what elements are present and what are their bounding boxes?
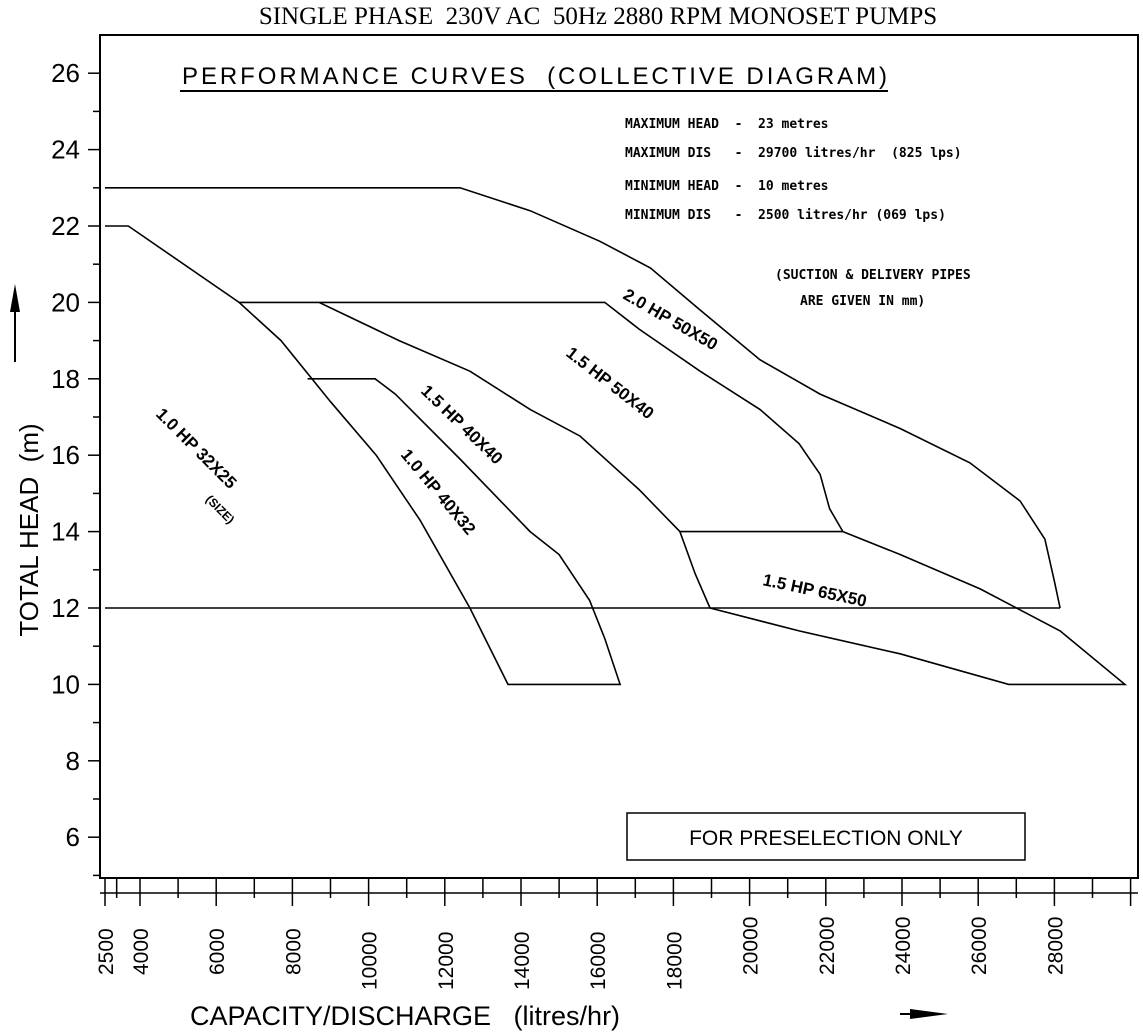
y-tick-label: 10 <box>51 669 80 699</box>
plot-frame <box>99 34 1139 879</box>
y-tick-label: 12 <box>51 593 80 623</box>
x-tick-label: 24000 <box>892 917 915 975</box>
x-tick-label: 26000 <box>968 917 991 975</box>
y-tick-label: 16 <box>51 440 80 470</box>
series-line-1 <box>307 377 622 686</box>
series-line-0 <box>105 225 471 609</box>
x-tick-label: 12000 <box>435 932 458 990</box>
series-line-2 <box>239 301 711 609</box>
y-tick-label: 26 <box>51 58 80 88</box>
label-15hp-50x40: 1.5 HP 50X40 <box>563 343 658 423</box>
x-axis: 2500 4000 6000 8000 10000 12000 14000 16000 1800… <box>95 878 1138 990</box>
info-min-head: MINIMUM HEAD - 10 metres <box>625 179 829 194</box>
x-tick-label: 20000 <box>740 917 763 975</box>
series-line-4 <box>105 187 1061 609</box>
y-tick-label: 8 <box>66 746 80 776</box>
x-tick-label: 16000 <box>587 932 610 990</box>
info-max-dis: MAXIMUM DIS - 29700 litres/hr (825 lps) <box>625 146 962 161</box>
x-tick-label: 2500 <box>95 928 118 975</box>
y-axis-label: TOTAL HEAD (m) <box>14 423 44 636</box>
y-tick-label: 14 <box>51 517 80 547</box>
x-tick-label: 8000 <box>282 928 305 975</box>
disclaimer-text: FOR PRESELECTION ONLY <box>689 827 963 850</box>
note-line1: (SUCTION & DELIVERY PIPES <box>775 268 971 283</box>
y-tick-label: 24 <box>51 135 80 165</box>
x-tick-label: 6000 <box>206 928 229 975</box>
x-tick-label: 22000 <box>816 917 839 975</box>
x-tick-label: 14000 <box>511 932 534 990</box>
x-axis-arrow-icon <box>900 1009 948 1019</box>
y-tick-label: 20 <box>51 287 80 317</box>
label-15hp-65x50: 1.5 HP 65X50 <box>761 570 868 611</box>
chart-subtitle: PERFORMANCE CURVES (COLLECTIVE DIAGRAM) <box>182 63 887 90</box>
x-tick-label: 18000 <box>663 932 686 990</box>
y-axis-arrow-icon <box>10 284 20 362</box>
y-tick-label: 6 <box>66 822 80 852</box>
info-min-dis: MINIMUM DIS - 2500 litres/hr (069 lps) <box>625 208 946 223</box>
info-max-head: MAXIMUM HEAD - 23 metres <box>625 117 829 132</box>
label-1hp-40x32: 1.0 HP 40X32 <box>397 445 479 538</box>
x-tick-label: 28000 <box>1044 917 1067 975</box>
x-tick-label: 4000 <box>130 928 153 975</box>
spec-info: MAXIMUM HEAD - 23 metres MAXIMUM DIS - 2… <box>625 117 971 309</box>
y-axis: 6 8 10 12 14 16 18 20 22 24 26 <box>51 58 100 877</box>
label-size: (SIZE) <box>203 492 237 526</box>
y-tick-label: 18 <box>51 364 80 394</box>
disclaimer-box <box>626 812 1026 861</box>
curves <box>105 187 1128 686</box>
series-line-3 <box>319 301 844 533</box>
label-2hp-50x50: 2.0 HP 50X50 <box>620 285 721 354</box>
chart-title: SINGLE PHASE 230V AC 50Hz 2880 RPM MONOS… <box>259 3 937 30</box>
label-15hp-40x40: 1.5 HP 40X40 <box>417 381 506 468</box>
series-line-5 <box>709 530 1128 686</box>
label-1hp-32x25: 1.0 HP 32X25 <box>152 404 240 492</box>
note-line2: ARE GIVEN IN mm) <box>800 294 925 309</box>
curve-labels: 1.0 HP 32X25 (SIZE) 1.0 HP 40X32 1.5 HP … <box>152 285 868 611</box>
x-tick-label: 10000 <box>359 932 382 990</box>
y-tick-label: 22 <box>51 211 80 241</box>
x-axis-label: CAPACITY/DISCHARGE (litres/hr) <box>190 1001 620 1031</box>
